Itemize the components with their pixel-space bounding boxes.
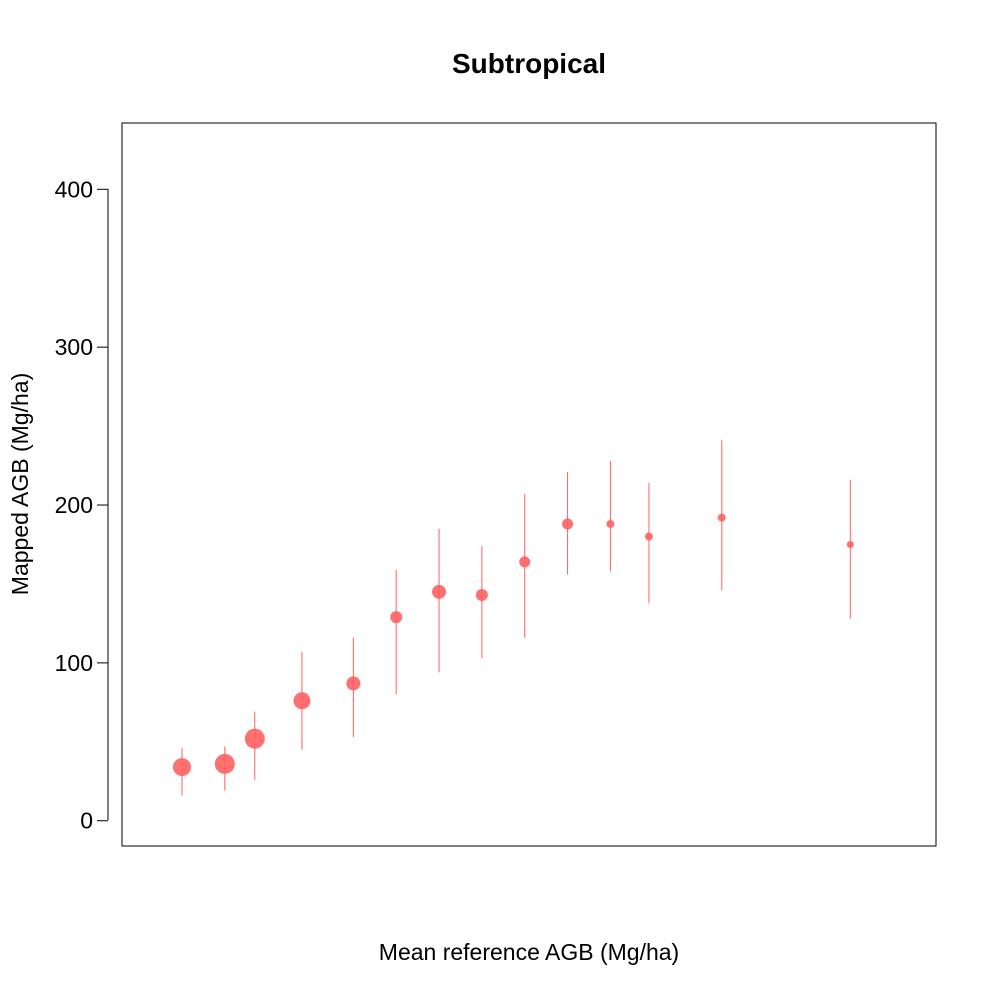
y-tick-label: 300 [55, 334, 93, 360]
plot-frame [121, 122, 937, 847]
data-point [346, 676, 361, 691]
data-point [644, 532, 653, 541]
data-point [293, 692, 311, 710]
data-point [390, 611, 403, 624]
data-point [846, 540, 854, 548]
y-axis-label: Mapped AGB (Mg/ha) [7, 373, 33, 595]
data-point [606, 519, 615, 528]
data-point [214, 753, 235, 774]
data-point [244, 728, 265, 749]
data-point [432, 584, 447, 599]
y-tick-label: 200 [55, 492, 93, 518]
y-tick-label: 100 [55, 650, 93, 676]
data-point [562, 518, 574, 530]
data-point [172, 758, 191, 777]
y-axis-ticks: 0 100 200 300 400 [55, 176, 108, 834]
data-point [717, 513, 726, 522]
data-point [519, 556, 531, 568]
x-axis-label: Mean reference AGB (Mg/ha) [379, 939, 679, 965]
chart-title: Subtropical [452, 48, 606, 79]
error-bars [181, 440, 851, 796]
data-point [475, 589, 488, 602]
data-points [172, 513, 854, 777]
y-tick-label: 0 [80, 808, 93, 834]
y-tick-label: 400 [55, 176, 93, 202]
